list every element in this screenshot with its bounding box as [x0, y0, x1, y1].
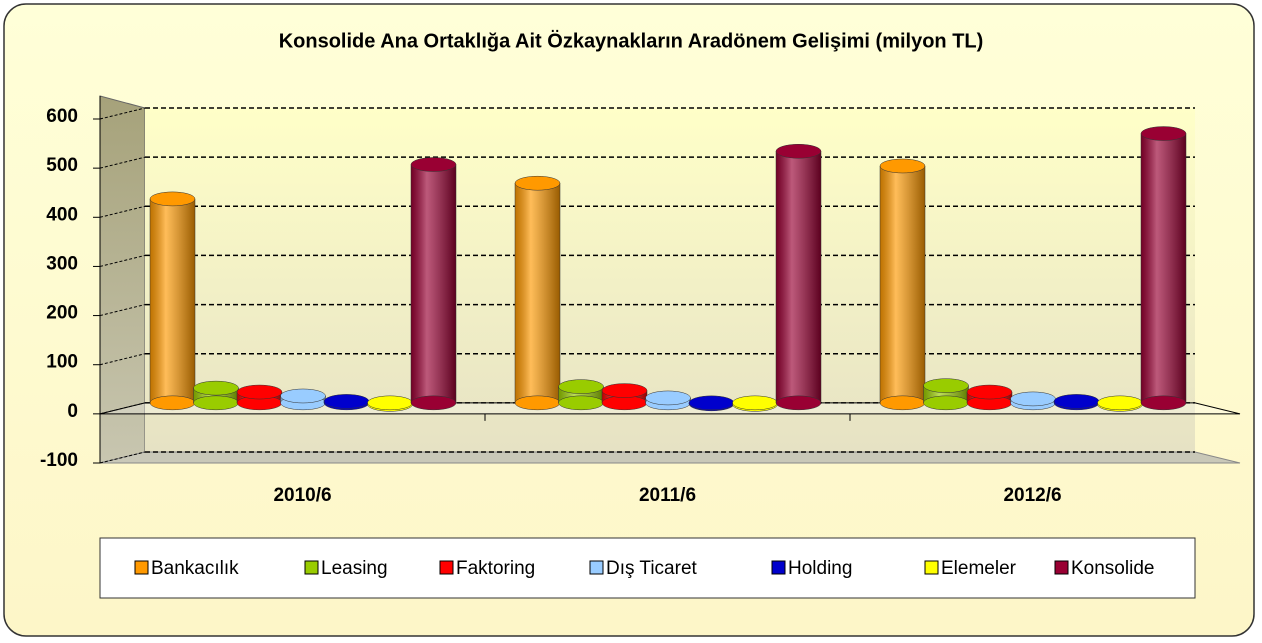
- bar-top: [645, 390, 691, 406]
- y-tick-label: 500: [46, 155, 78, 176]
- bar: [645, 390, 691, 411]
- bar: [688, 395, 735, 412]
- bar: [236, 384, 283, 411]
- bar-bottom: [149, 395, 196, 411]
- y-tick-label: 400: [46, 204, 78, 225]
- grid-line: [99, 205, 146, 218]
- bar-shade: [776, 151, 821, 403]
- bar-top: [514, 175, 561, 191]
- bar: [514, 175, 561, 411]
- bar: [323, 394, 370, 411]
- bar-top: [1053, 394, 1100, 409]
- y-tick-label: 0: [67, 401, 78, 422]
- grid-line: [99, 353, 146, 366]
- floor: [99, 451, 1241, 464]
- bar: [732, 395, 778, 412]
- grid-line: [99, 107, 146, 120]
- x-tick-label: 2010/6: [273, 485, 331, 506]
- bar: [193, 380, 239, 411]
- grid-line: [99, 304, 146, 317]
- legend-label: Leasing: [321, 558, 388, 579]
- bar: [1097, 395, 1143, 412]
- bar: [410, 157, 457, 411]
- y-tick-label: 200: [46, 303, 78, 324]
- y-tick-label: 600: [46, 106, 78, 127]
- bar-bottom: [1140, 395, 1187, 411]
- legend-swatch: [924, 560, 939, 575]
- bar: [775, 143, 822, 411]
- legend-swatch: [771, 560, 786, 575]
- legend-label: Faktoring: [456, 558, 535, 579]
- legend-swatch: [1054, 560, 1069, 575]
- bar-top: [236, 384, 283, 400]
- bar: [1053, 394, 1100, 411]
- bar-shade: [411, 164, 456, 403]
- bar: [879, 158, 926, 411]
- bar-top: [410, 157, 457, 172]
- bar: [923, 378, 969, 411]
- y-tick-label: 100: [46, 352, 78, 373]
- bar-top: [1140, 126, 1187, 141]
- x-tick-label: 2011/6: [639, 485, 696, 506]
- bar-bottom: [923, 395, 969, 411]
- bar-shade: [515, 183, 560, 403]
- bar: [367, 395, 413, 412]
- grid-line: [99, 451, 146, 464]
- bar-top: [193, 380, 239, 396]
- bar-top: [1010, 391, 1056, 407]
- bar-top: [367, 395, 413, 411]
- y-tick-label: -100: [40, 450, 78, 471]
- bar-shade: [150, 198, 195, 403]
- bar-bottom: [775, 395, 822, 411]
- bar-top: [923, 378, 969, 393]
- bar-bottom: [558, 395, 604, 411]
- bar-top: [558, 379, 604, 394]
- legend-label: Holding: [788, 558, 852, 579]
- x-tick-label: 2012/6: [1003, 485, 1061, 506]
- legend-label: Elemeler: [941, 558, 1017, 579]
- bar: [558, 379, 604, 411]
- bar-top: [879, 158, 926, 174]
- bar-bottom: [410, 395, 457, 411]
- bar: [149, 191, 196, 411]
- bar-shade: [880, 165, 925, 403]
- bar-top: [1097, 395, 1143, 411]
- legend-swatch: [589, 560, 604, 575]
- chart-title: Konsolide Ana Ortaklığa Ait Özkaynakları…: [279, 29, 984, 52]
- bar-top: [601, 383, 648, 398]
- bar-bottom: [601, 395, 648, 411]
- bar-top: [323, 394, 370, 409]
- bar-top: [688, 395, 735, 411]
- legend: [99, 537, 1196, 599]
- bar-bottom: [193, 395, 239, 411]
- bar-bottom: [879, 395, 926, 411]
- legend-swatch: [439, 560, 454, 575]
- grid-line: [99, 254, 146, 267]
- bar: [966, 384, 1013, 411]
- bar: [1140, 126, 1187, 411]
- legend-label: Dış Ticaret: [606, 558, 698, 579]
- bar-top: [149, 191, 196, 207]
- legend-label: Bankacılık: [151, 558, 239, 579]
- bar-top: [732, 395, 778, 411]
- bar-top: [280, 388, 326, 404]
- bar-top: [775, 143, 822, 159]
- bar: [601, 383, 648, 411]
- bar-shade: [1141, 133, 1186, 403]
- legend-swatch: [134, 560, 149, 575]
- grid-line: [99, 156, 146, 169]
- y-tick-label: 300: [46, 253, 78, 274]
- legend-swatch: [304, 560, 319, 575]
- legend-label: Konsolide: [1071, 558, 1154, 579]
- bar-bottom: [514, 395, 561, 411]
- bar: [280, 388, 326, 411]
- bar-top: [966, 384, 1013, 400]
- bar: [1010, 391, 1056, 411]
